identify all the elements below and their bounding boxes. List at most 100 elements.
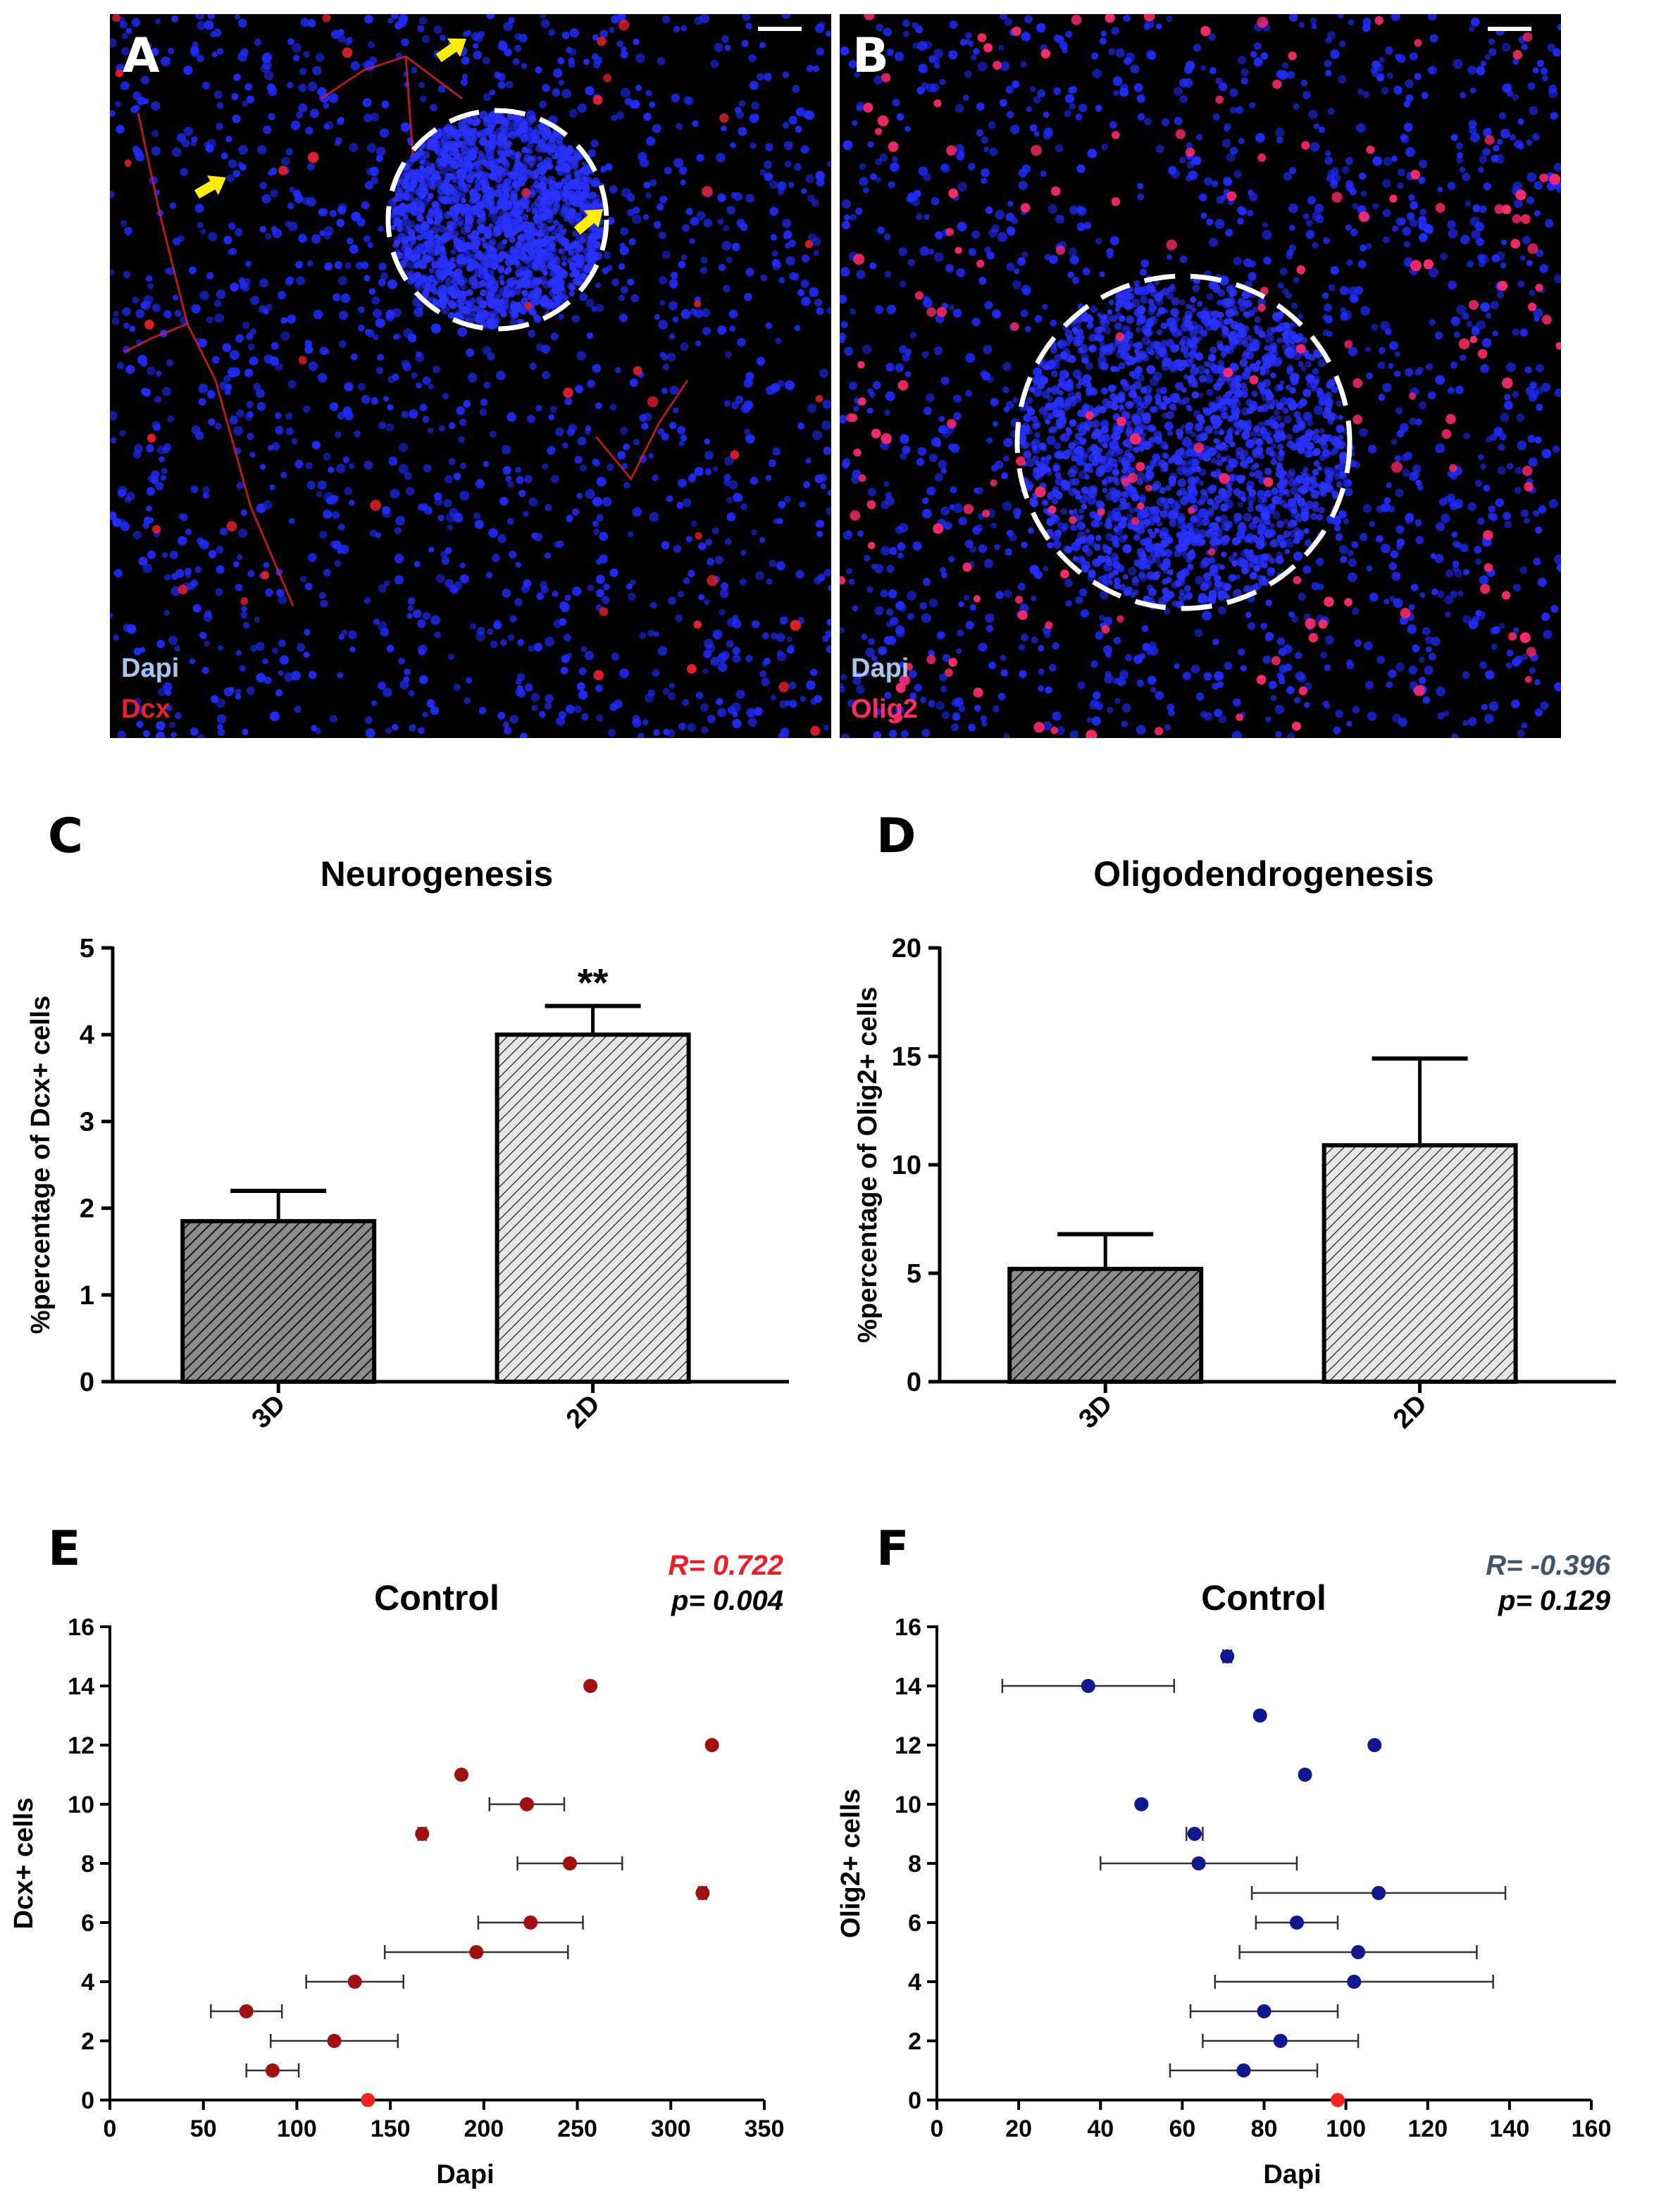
- y-tick-label: 0: [907, 1368, 921, 1397]
- y-tick-label: 4: [80, 1020, 94, 1050]
- y-tick-label: 6: [908, 1910, 921, 1937]
- x-tick-label: 100: [1326, 2116, 1366, 2142]
- y-tick-label: 14: [895, 1673, 921, 1700]
- x-tick-label: 0: [931, 2116, 944, 2142]
- micrograph-a: A Dapi Dcx: [110, 14, 831, 738]
- data-point: [361, 2093, 375, 2107]
- data-point: [1192, 1856, 1206, 1870]
- scale-bar: [758, 27, 802, 31]
- bar-3D: [182, 1221, 374, 1382]
- data-point: [705, 1738, 719, 1752]
- data-point: [1347, 1975, 1361, 1989]
- data-point: [1351, 1945, 1365, 1959]
- data-point: [240, 2004, 254, 2018]
- chart-title: Oligodendrogenesis: [1093, 854, 1434, 894]
- correlation-r: R= -0.396: [1486, 1550, 1611, 1581]
- x-tick-label: 200: [464, 2116, 504, 2142]
- data-point: [1188, 1827, 1202, 1841]
- yellow-arrow-icon: [191, 168, 232, 204]
- chart-d-oligodendrogenesis: Oligodendrogenesis%percentage of Olig2+ …: [827, 831, 1654, 1451]
- x-tick-label: 20: [1005, 2116, 1032, 2142]
- data-point: [1257, 2004, 1271, 2018]
- data-point: [348, 1975, 362, 1989]
- y-tick-label: 3: [80, 1107, 94, 1137]
- y-tick-label: 16: [895, 1614, 921, 1641]
- stain-label-olig2: Olig2: [851, 694, 918, 725]
- correlation-r: R= 0.722: [669, 1550, 783, 1581]
- stain-label-dapi-a: Dapi: [121, 654, 179, 684]
- y-tick-label: 14: [68, 1673, 94, 1700]
- data-point: [1081, 1679, 1095, 1693]
- data-point: [1220, 1649, 1234, 1663]
- stain-label-dapi-b: Dapi: [851, 654, 909, 684]
- y-tick-label: 10: [68, 1792, 94, 1818]
- x-tick-label: 100: [277, 2116, 317, 2142]
- y-tick-label: 20: [892, 934, 921, 963]
- data-point: [1290, 1916, 1304, 1930]
- chart-c-svg: Neurogenesis%percentage of Dcx+ cells012…: [0, 831, 827, 1451]
- data-point: [695, 1886, 709, 1900]
- y-tick-label: 12: [895, 1732, 921, 1759]
- y-tick-label: 2: [908, 2028, 921, 2055]
- data-point: [520, 1797, 534, 1811]
- panel-label-b: B: [852, 28, 889, 84]
- data-point: [266, 2063, 280, 2077]
- bar-2D: [1324, 1145, 1516, 1382]
- y-tick-label: 4: [81, 1969, 94, 1996]
- data-point: [328, 2034, 342, 2048]
- dapi-nuclei: [110, 14, 831, 738]
- data-point: [1331, 2093, 1345, 2107]
- y-tick-label: 2: [80, 1194, 94, 1224]
- significance-label: **: [578, 961, 609, 1005]
- data-point: [1367, 1738, 1381, 1752]
- y-tick-label: 6: [81, 1910, 94, 1937]
- data-point: [583, 1679, 597, 1693]
- y-axis-label: %percentage of Dcx+ cells: [26, 996, 56, 1335]
- micrograph-b-image: [840, 14, 1561, 738]
- y-tick-label: 1: [80, 1281, 94, 1311]
- micrograph-a-image: [110, 14, 831, 738]
- x-tick-label: 60: [1169, 2116, 1195, 2142]
- x-axis-label: Dapi: [1263, 2160, 1321, 2189]
- scale-bar: [1488, 27, 1531, 31]
- y-tick-label: 0: [81, 2087, 94, 2114]
- x-tick-label: 2D: [1388, 1389, 1433, 1435]
- x-tick-label: 0: [104, 2116, 117, 2142]
- y-tick-label: 4: [908, 1969, 921, 1996]
- data-point: [1134, 1797, 1148, 1811]
- data-point: [1236, 2063, 1250, 2077]
- y-tick-label: 2: [81, 2028, 94, 2055]
- dapi-nuclei: [840, 14, 1561, 738]
- x-tick-label: 2D: [561, 1389, 606, 1435]
- y-tick-label: 8: [81, 1851, 94, 1877]
- x-tick-label: 50: [190, 2116, 217, 2142]
- y-tick-label: 8: [908, 1851, 921, 1877]
- y-tick-label: 10: [895, 1792, 921, 1818]
- y-tick-label: 5: [80, 934, 94, 963]
- data-point: [523, 1916, 537, 1930]
- x-tick-label: 120: [1407, 2116, 1448, 2142]
- x-tick-label: 3D: [1074, 1389, 1119, 1435]
- bar-2D: [497, 1035, 689, 1382]
- data-point: [454, 1768, 468, 1782]
- chart-d-svg: Oligodendrogenesis%percentage of Olig2+ …: [827, 831, 1654, 1451]
- x-axis-label: Dapi: [436, 2160, 494, 2189]
- x-tick-label: 40: [1087, 2116, 1114, 2142]
- x-tick-label: 250: [557, 2116, 597, 2142]
- data-point: [469, 1945, 483, 1959]
- chart-title: Control: [374, 1578, 499, 1618]
- data-point: [1274, 2034, 1288, 2048]
- data-point: [1253, 1708, 1267, 1723]
- x-tick-label: 350: [745, 2116, 785, 2142]
- x-tick-label: 80: [1251, 2116, 1278, 2142]
- y-axis-label: Olig2+ cells: [836, 1789, 866, 1938]
- data-point: [415, 1827, 429, 1841]
- y-tick-label: 0: [908, 2087, 921, 2114]
- stain-label-dcx: Dcx: [121, 694, 170, 725]
- data-point: [1298, 1768, 1312, 1782]
